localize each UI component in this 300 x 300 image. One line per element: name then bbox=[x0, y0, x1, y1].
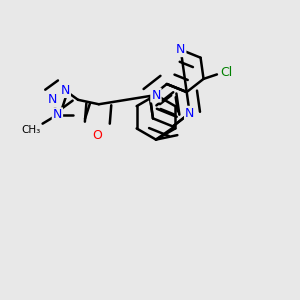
Text: N: N bbox=[151, 88, 160, 101]
Text: Cl: Cl bbox=[220, 66, 232, 80]
Text: N: N bbox=[53, 108, 62, 121]
Text: CH₃: CH₃ bbox=[22, 125, 41, 135]
Text: N: N bbox=[176, 43, 185, 56]
Text: O: O bbox=[92, 129, 102, 142]
Text: N: N bbox=[61, 84, 70, 97]
Text: N: N bbox=[48, 93, 57, 106]
Text: N: N bbox=[185, 107, 194, 120]
